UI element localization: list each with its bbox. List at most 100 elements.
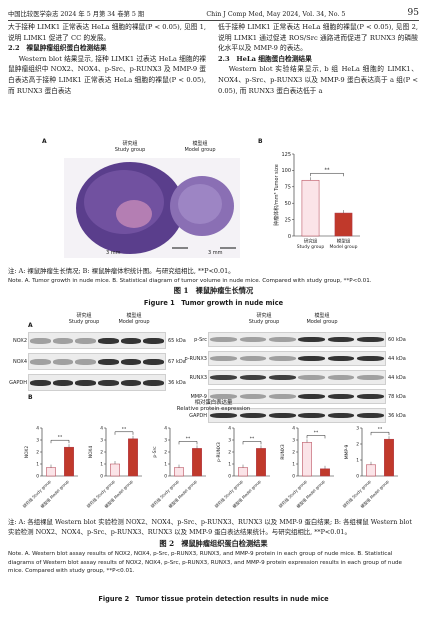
blot-band <box>120 379 142 386</box>
right-column: 低于接种 LIMK1 正常表达 HeLa 细胞的裸鼠(P < 0.05), 见图… <box>218 22 418 96</box>
fig2-caption-cn: 注: A: 各组裸鼠 Western blot 实验检测 NOX2、NOX4、p… <box>8 518 412 536</box>
blot-band <box>239 412 267 419</box>
y-tick-label: 1 <box>36 462 39 468</box>
fig2-study-label-left: 研究组 Study group <box>68 313 100 325</box>
blot-protein-label: RUNX3 <box>189 374 207 381</box>
y-axis-label: NOX4 <box>88 446 94 458</box>
fig1-study-label: 研究组 Study group <box>114 141 146 153</box>
significance-label: ** <box>122 426 127 432</box>
blot-band <box>239 355 267 362</box>
x-tick-label-en: Study group <box>297 244 325 250</box>
blot-band <box>30 379 51 386</box>
y-tick-label: 3 <box>356 426 359 432</box>
significance-bracket <box>370 431 390 436</box>
y-tick-label: 2 <box>292 450 295 456</box>
blot-protein-label: NOX4 <box>13 358 27 365</box>
blot-strip <box>28 353 166 370</box>
fig2-title-cn: 图 2 裸鼠肿瘤组织蛋白检测结果 <box>159 539 268 548</box>
fig2-panel-b-label: B <box>28 394 33 401</box>
blot-band <box>210 355 237 362</box>
y-tick-label: 25 <box>285 217 291 223</box>
bar <box>302 442 312 477</box>
y-tick-label: 3 <box>100 438 103 444</box>
blot-band <box>52 337 74 344</box>
blot-strip <box>208 389 386 404</box>
fig1-caption-cn: 注: A: 裸鼠肿瘤生长情况; B: 裸鼠肿瘤体积统计图。与研究组相比, **P… <box>8 267 235 275</box>
x-tick-label-en: Model group <box>329 244 357 250</box>
blot-protein-label: GAPDH <box>189 412 207 419</box>
section-2-2-heading: 2.2 裸鼠肿瘤组织蛋白检测结果 <box>8 44 107 53</box>
fig1-model-label: 模型组 Model group <box>184 141 216 153</box>
blot-band <box>239 393 267 400</box>
blot-strip <box>28 332 166 349</box>
blot-band <box>357 393 384 400</box>
y-tick-label: 0 <box>164 474 167 480</box>
blot-band <box>269 374 296 381</box>
right-paragraph-1: 低于接种 LIMK1 正常表达 HeLa 细胞的裸鼠(P < 0.05), 见图… <box>218 23 418 53</box>
left-paragraph-2: Western blot 结果显示, 接种 LIMK1 过表达 HeLa 细胞的… <box>8 54 206 95</box>
figure-1: A 研究组 Study group 模型组 Model group 3 mm 3 m… <box>0 136 427 296</box>
blot-kda-label: 60 kDa <box>388 336 406 343</box>
blot-band <box>298 393 325 400</box>
blot-band <box>120 358 142 365</box>
blot-protein-label: GAPDH <box>9 379 27 386</box>
fig2-study-label-right: 研究组 Study group <box>248 313 280 325</box>
bar <box>366 464 376 477</box>
significance-label: ** <box>58 435 63 441</box>
blot-band <box>327 412 355 419</box>
blot-band <box>75 337 96 344</box>
fig2-panel-a-label: A <box>28 322 33 329</box>
blot-band <box>210 374 237 381</box>
blot-band <box>52 358 74 365</box>
blot-protein-label: p-Src <box>194 336 207 343</box>
y-axis-label: MMP-9 <box>344 445 350 460</box>
bar <box>192 448 202 477</box>
y-tick-label: 4 <box>292 426 295 432</box>
y-tick-label: 3 <box>164 438 167 444</box>
blot-strip <box>208 332 386 347</box>
significance-bracket <box>114 431 134 435</box>
blot-strip <box>208 351 386 366</box>
blot-band <box>269 336 296 343</box>
blot-band <box>30 358 51 365</box>
right-paragraph-2: Western blot 实验结果显示, b 组 HeLa 细胞的 LIMK1、… <box>218 65 418 95</box>
y-tick-label: 0 <box>228 474 231 480</box>
blot-row-gapdh: GAPDH 36 kDa <box>189 408 420 423</box>
fig1-panel-b-label: B <box>258 138 263 145</box>
y-tick-label: 3 <box>292 438 295 444</box>
significance-label: ** <box>250 436 255 442</box>
blot-protein-label: MMP-9 <box>190 393 207 400</box>
y-tick-label: 2 <box>356 442 359 448</box>
bar <box>301 179 320 237</box>
blot-row-p-src: p-Src 60 kDa <box>194 332 420 347</box>
blot-band <box>210 336 237 343</box>
y-tick-label: 75 <box>285 185 291 191</box>
blot-band <box>357 412 384 419</box>
bar <box>320 468 330 477</box>
section-2-3-heading: 2.3 HeLa 细胞蛋白检测结果 <box>218 54 312 63</box>
significance-bracket <box>310 172 344 177</box>
bar <box>256 448 266 477</box>
significance-bracket <box>242 441 262 445</box>
blot-band <box>98 379 119 386</box>
blot-band <box>98 337 119 344</box>
journal-cn: 中国比较医学杂志 2024 年 5 月第 34 卷第 5 期 <box>8 11 145 18</box>
blot-band <box>143 358 164 365</box>
fig1-title-en: Figure 1 Tumor growth in nude mice <box>143 299 284 307</box>
blot-band <box>298 336 325 343</box>
blot-protein-label: NOX2 <box>13 337 27 344</box>
journal-en: Chin J Comp Med, May 2024, Vol. 34, No. … <box>206 11 346 18</box>
y-tick-label: 2 <box>100 450 103 456</box>
bar <box>384 438 394 477</box>
blot-band <box>357 374 384 381</box>
bar <box>174 467 184 477</box>
tumor-photo <box>64 158 240 258</box>
blot-band <box>120 337 142 344</box>
running-header: 中国比较医学杂志 2024 年 5 月第 34 卷第 5 期 Chin J Co… <box>8 4 419 21</box>
y-tick-label: 3 <box>36 438 39 444</box>
bar <box>334 212 353 237</box>
y-tick-label: 0 <box>288 234 291 240</box>
blot-kda-label: 44 kDa <box>388 374 406 381</box>
scale-label-2: 3 mm <box>208 250 223 256</box>
